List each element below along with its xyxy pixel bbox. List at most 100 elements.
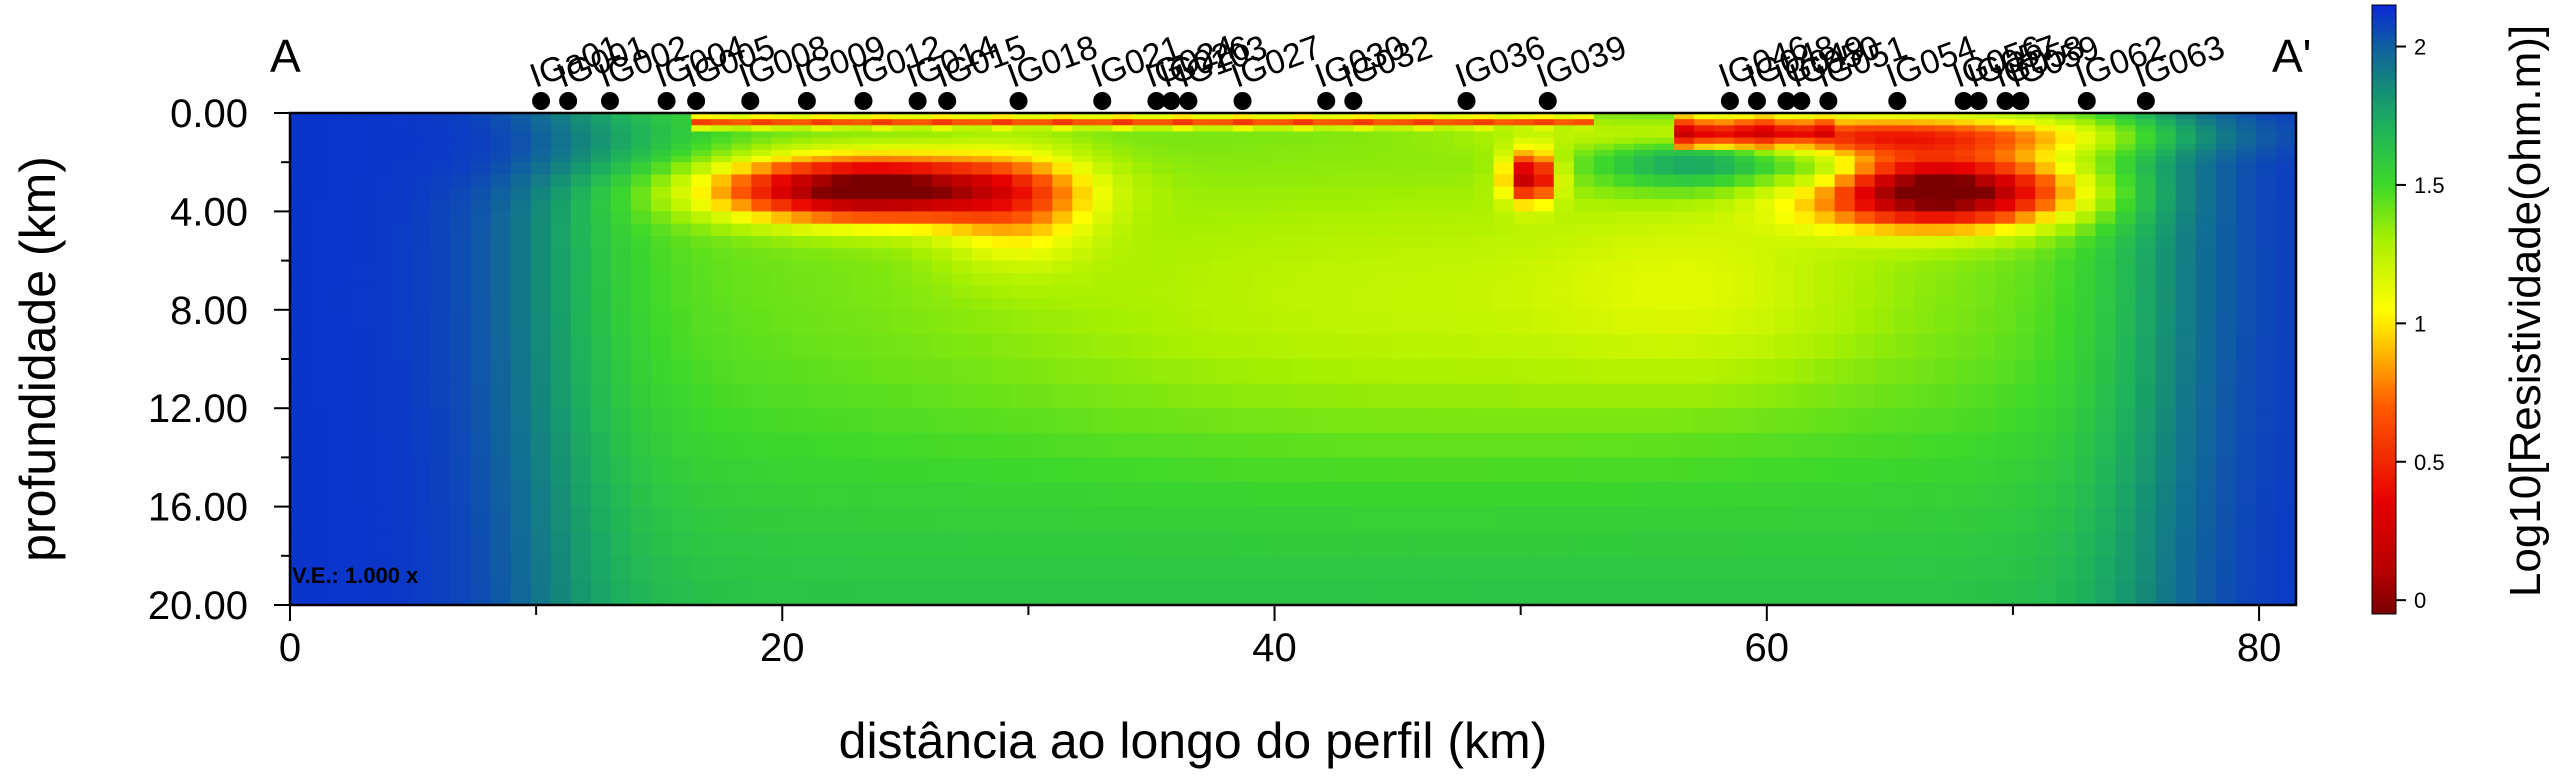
heatmap-cell [1513,506,1535,532]
heatmap-cell [1593,531,1615,557]
heatmap-cell [2015,555,2036,581]
heatmap-cell [1393,131,1414,139]
heatmap-cell [2095,156,2117,163]
heatmap-cell [1774,137,1796,145]
heatmap-cell [2115,383,2137,409]
heatmap-cell [390,285,411,299]
heatmap-cell [2195,156,2217,163]
heatmap-cell [931,260,953,274]
heatmap-cell [1634,506,1655,532]
heatmap-cell [590,531,612,557]
heatmap-cell [791,359,813,385]
heatmap-cell [1834,162,1856,176]
heatmap-cell [1453,223,1475,237]
heatmap-cell [1734,186,1755,200]
heatmap-cell [831,248,853,262]
heatmap-cell [330,236,351,249]
heatmap-cell [1232,156,1254,163]
heatmap-cell [1132,137,1154,145]
heatmap-cell [631,186,652,200]
heatmap-cell [711,248,732,262]
heatmap-cell [791,272,813,286]
heatmap-cell [1714,223,1735,237]
heatmap-cell [530,383,552,409]
heatmap-cell [1914,309,1936,335]
heatmap-cell [631,334,652,360]
heatmap-cell [2135,248,2157,262]
heatmap-cell [1573,199,1595,212]
heatmap-cell [791,131,813,139]
heatmap-cell [1754,482,1776,508]
heatmap-cell [1654,482,1675,508]
heatmap-cell [1634,199,1655,212]
heatmap-cell [1052,260,1073,274]
heatmap-cell [631,156,652,163]
heatmap-cell [2015,149,2036,157]
heatmap-cell [2195,580,2217,605]
heatmap-cell [2215,457,2237,483]
heatmap-cell [972,113,993,120]
heatmap-cell [1754,309,1776,335]
heatmap-cell [1232,359,1254,385]
heatmap-cell [751,309,773,335]
heatmap-cell [1232,113,1254,120]
heatmap-cell [771,113,793,120]
heatmap-cell [831,143,853,151]
heatmap-cell [610,555,632,581]
heatmap-cell [2235,199,2257,212]
heatmap-cell [470,248,492,262]
heatmap-cell [711,236,732,249]
heatmap-cell [1573,285,1595,299]
heatmap-cell [2035,297,2056,311]
heatmap-cell [1373,531,1394,557]
heatmap-cell [1634,408,1655,434]
heatmap-cell [1052,408,1073,434]
heatmap-cell [1774,186,1796,200]
heatmap-cell [1954,272,1976,286]
heatmap-cell [1453,297,1475,311]
heatmap-cell [992,186,1013,200]
heatmap-cell [290,309,311,335]
heatmap-cell [1313,248,1334,262]
heatmap-cell [350,186,371,200]
heatmap-cell [1995,272,2016,286]
heatmap-cell [651,156,672,163]
heatmap-cell [1172,211,1194,225]
heatmap-cell [470,137,492,145]
heatmap-cell [610,285,632,299]
heatmap-cell [811,531,833,557]
heatmap-cell [951,223,973,237]
heatmap-cell [430,137,452,145]
heatmap-cell [1413,119,1435,126]
heatmap-cell [1413,260,1435,274]
heatmap-cell [1834,309,1856,335]
heatmap-cell [1874,174,1896,188]
heatmap-cell [2255,506,2277,532]
heatmap-cell [711,199,732,212]
heatmap-cell [1854,211,1876,225]
heatmap-cell [771,223,793,237]
heatmap-cell [1272,131,1294,139]
heatmap-cell [470,531,492,557]
heatmap-cell [350,531,371,557]
heatmap-cell [290,482,311,508]
heatmap-cell [891,149,913,157]
heatmap-cell [1734,156,1755,163]
heatmap-cell [1272,309,1294,335]
heatmap-cell [390,162,411,176]
heatmap-cell [2015,506,2036,532]
heatmap-cell [1212,383,1234,409]
heatmap-cell [631,248,652,262]
heatmap-cell [891,383,913,409]
heatmap-cell [2235,334,2257,360]
heatmap-cell [410,457,432,483]
heatmap-cell [510,211,532,225]
heatmap-cell [1975,223,1996,237]
heatmap-cell [1593,334,1615,360]
heatmap-cell [651,555,672,581]
heatmap-cell [2275,457,2296,483]
heatmap-cell [390,186,411,200]
heatmap-cell [1212,149,1234,157]
heatmap-cell [610,174,632,188]
heatmap-cell [671,506,692,532]
